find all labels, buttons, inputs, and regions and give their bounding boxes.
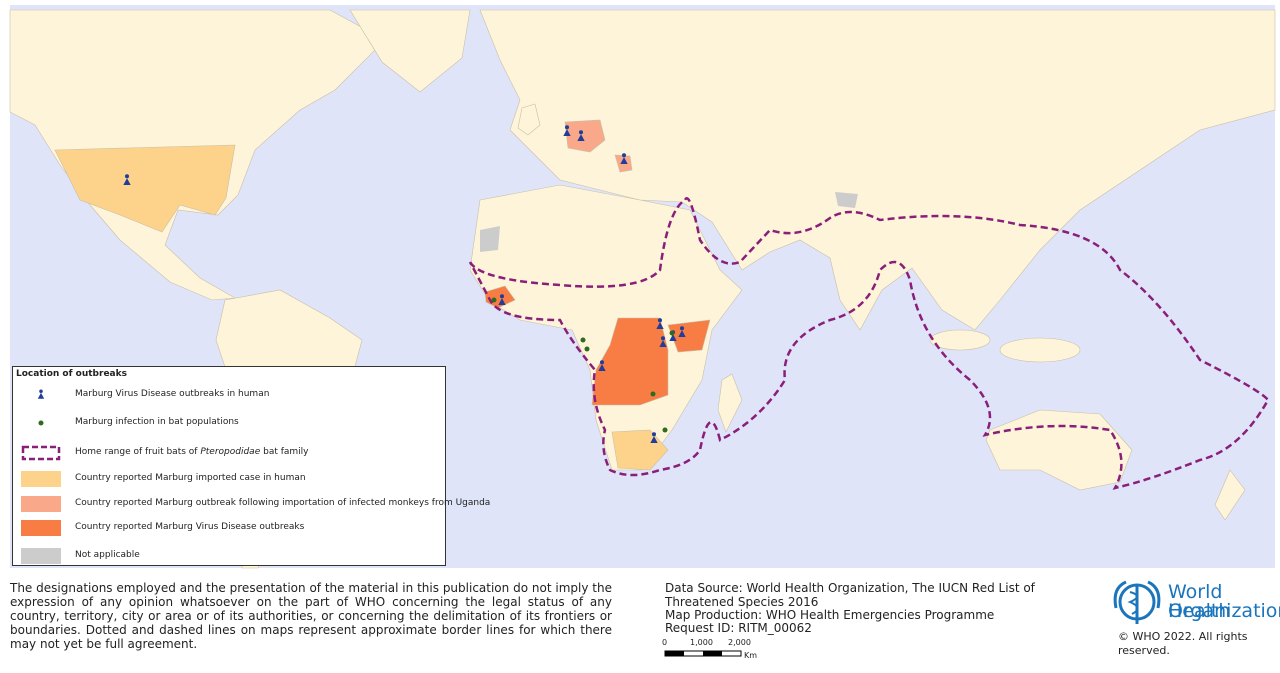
legend-item: Not applicable (13, 546, 443, 566)
label-part: Pteropodidae (200, 447, 261, 457)
copyright: © WHO 2022. All rights reserved. (1118, 630, 1248, 657)
scale-label: 2,000 (728, 638, 751, 647)
map-production: Map Production: WHO Health Emergencies P… (665, 608, 995, 622)
legend-item: Marburg Virus Disease outbreaks in human (13, 385, 443, 405)
scale-label: Km (744, 651, 758, 660)
madagascar (717, 373, 743, 433)
legend-label: Home range of fruit bats of Pteropodidae… (75, 447, 309, 457)
legend-item: Country reported Marburg outbreak follow… (13, 494, 490, 514)
label-part: Home range of fruit bats of (75, 447, 198, 457)
kashmir (835, 192, 858, 208)
legend-item: Country reported Marburg imported case i… (13, 469, 443, 489)
greenland (349, 9, 471, 93)
who-emblem (1113, 580, 1161, 624)
legend-title: Location of outbreaks (16, 369, 127, 379)
legend: Location of outbreaks Marburg Virus Dise… (12, 366, 490, 566)
legend-item: Country reported Marburg Virus Disease o… (13, 518, 443, 538)
scale-label: 1,000 (690, 638, 713, 647)
legend-label: Not applicable (75, 550, 140, 560)
new-guinea (999, 337, 1081, 363)
disclaimer: The designations employed and the presen… (10, 581, 612, 651)
legend-label: Country reported Marburg Virus Disease o… (75, 522, 305, 532)
legend-label: Country reported Marburg imported case i… (75, 473, 306, 483)
australia (985, 409, 1133, 491)
bat-infection-markers (491, 297, 675, 433)
legend-label: Country reported Marburg outbreak follow… (75, 498, 491, 508)
legend-item: Marburg infection in bat populations (13, 413, 443, 433)
logo-text: Organization (1168, 600, 1280, 622)
uk (517, 103, 541, 136)
request-id: Request ID: RITM_00062 (665, 621, 812, 635)
western-sahara (480, 226, 500, 252)
label-part: bat family (263, 447, 309, 457)
legend-item: Home range of fruit bats of Pteropodidae… (13, 443, 443, 463)
uganda-kenya (667, 319, 711, 353)
germany (564, 119, 606, 153)
indonesia (929, 329, 991, 351)
scale-bar (664, 650, 742, 657)
data-source: Data Source: World Health Organization, … (665, 581, 1035, 609)
new-zealand (1214, 469, 1246, 521)
logo-text: World Health (1168, 581, 1231, 622)
scale-label: 0 (662, 638, 668, 647)
legend-label: Marburg Virus Disease outbreaks in human (75, 389, 270, 399)
fruit-bat-range (468, 197, 1270, 490)
legend-label: Marburg infection in bat populations (75, 417, 239, 427)
eurasia (479, 9, 1276, 331)
usa (54, 144, 236, 233)
guinea (484, 285, 516, 309)
